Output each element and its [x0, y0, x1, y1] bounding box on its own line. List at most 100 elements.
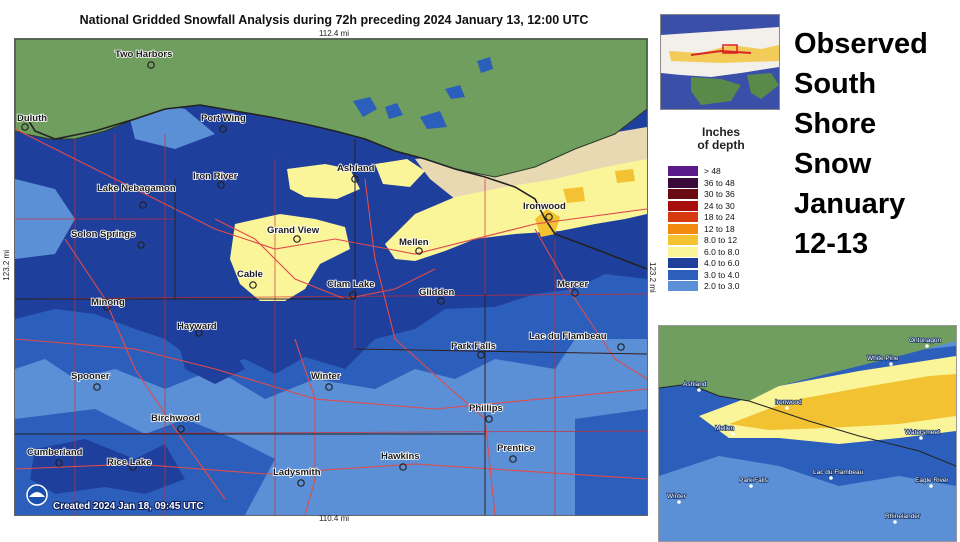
city-marker-icon	[893, 520, 897, 524]
city-label: Spooner	[71, 371, 110, 382]
city-marker-icon	[55, 459, 63, 467]
city-minong: Minong	[90, 296, 126, 311]
city-layer: Two Harbors Duluth Port Wing Iron River Lake…	[16, 48, 625, 487]
legend-swatch	[668, 223, 698, 234]
locator-inset-map	[660, 14, 780, 110]
city-marker-icon	[749, 484, 753, 488]
city-marker-icon	[677, 500, 681, 504]
city-marker-icon	[21, 123, 29, 131]
city-spooner: Spooner	[70, 370, 111, 391]
legend-range: 2.0 to 3.0	[704, 281, 740, 291]
legend-title: Inches of depth	[697, 125, 745, 152]
legend-row: 3.0 to 4.0	[668, 269, 793, 281]
legend-row: 24 to 30	[668, 200, 793, 212]
legend-swatch	[668, 166, 698, 176]
city-marker-icon	[219, 125, 227, 133]
city-label: Iron River	[193, 171, 238, 182]
legend-swatch	[668, 200, 698, 211]
legend-row: > 48	[668, 166, 793, 177]
inset-city-label: Lac du Flambeau	[813, 469, 864, 476]
city-marker-icon	[731, 432, 735, 436]
city-marker-icon	[103, 303, 111, 311]
city-label: Lac du Flambeau	[529, 331, 607, 342]
city-label: Ashland	[337, 163, 375, 174]
inset-city-label: Eagle River	[915, 477, 949, 484]
inset-city-ontonagon: Ontonagon	[908, 336, 942, 348]
city-label: Ladysmith	[273, 467, 321, 478]
city-glidden: Glidden	[418, 286, 455, 305]
legend-range: 6.0 to 8.0	[704, 246, 740, 257]
legend-swatch	[668, 269, 698, 280]
city-clam-lake: Clam Lake	[326, 278, 375, 299]
scale-label-top: 112.4 mi	[318, 29, 350, 38]
city-marker-icon	[509, 455, 517, 463]
city-ironwood: Ironwood	[522, 200, 567, 221]
city-label: Minong	[91, 297, 125, 308]
headline-line: Snow	[794, 148, 872, 180]
inset-city-park-falls: Park Falls	[738, 476, 769, 488]
city-port-wing: Port Wing	[200, 112, 247, 133]
legend-row: 4.0 to 6.0	[668, 258, 793, 269]
city-marker-icon	[485, 415, 493, 423]
legend-swatch	[668, 235, 698, 245]
city-hayward: Hayward	[176, 320, 218, 337]
city-label: Park Falls	[451, 341, 496, 352]
city-label: Mercer	[557, 279, 588, 290]
city-label: Glidden	[419, 287, 455, 298]
inset-city-label: Ashland	[683, 381, 707, 388]
inset-city-label: Ontonagon	[909, 337, 942, 344]
city-marker-icon	[351, 175, 359, 183]
legend-swatch	[668, 258, 698, 268]
inset-city-lac-du-flambeau: Lac du Flambeau	[812, 468, 864, 480]
snow-band-6-8	[385, 159, 647, 261]
observed-snow-inset-map[interactable]: Ontonagon White Pine Ashland Ironwood Mellen…	[658, 325, 957, 542]
inset-city-eagle-river: Eagle River	[914, 476, 950, 488]
city-mellen: Mellen	[398, 236, 430, 255]
city-label: Cumberland	[27, 447, 83, 458]
city-marker-icon	[415, 247, 423, 255]
city-phillips: Phillips	[468, 402, 504, 423]
inset-city-label: Park Falls	[739, 477, 769, 484]
city-duluth: Duluth	[16, 112, 48, 131]
city-label: Phillips	[469, 403, 503, 414]
legend-range: 12 to 18	[704, 223, 735, 234]
city-marker-icon	[929, 484, 933, 488]
city-mercer: Mercer	[556, 278, 589, 297]
legend-row: 2.0 to 3.0	[668, 281, 793, 292]
city-marker-icon	[249, 281, 257, 289]
legend-range: 4.0 to 6.0	[704, 258, 740, 268]
headline-line: South	[794, 68, 877, 100]
city-marker-icon	[829, 476, 833, 480]
legend-swatch	[668, 212, 698, 222]
city-cumberland: Cumberland	[26, 446, 83, 467]
legend-range: > 48	[704, 166, 721, 176]
city-marker-icon	[617, 343, 625, 351]
city-marker-icon	[325, 383, 333, 391]
inset-city-ashland: Ashland	[682, 380, 708, 392]
created-note: Created 2024 Jan 18, 09:45 UTC	[53, 501, 204, 512]
city-ashland: Ashland	[336, 162, 375, 183]
city-lac-du-flambeau: Lac du Flambeau	[528, 330, 625, 351]
city-two-harbors: Two Harbors	[114, 48, 173, 69]
city-marker-icon	[195, 329, 203, 337]
legend-swatch	[668, 177, 698, 188]
city-marker-icon	[293, 235, 301, 243]
city-marker-icon	[477, 351, 485, 359]
city-label: Clam Lake	[327, 279, 375, 290]
legend-row: 6.0 to 8.0	[668, 246, 793, 258]
headline-line: 12-13	[794, 228, 869, 260]
legend-range: 24 to 30	[704, 200, 735, 211]
city-cable: Cable	[236, 268, 264, 289]
legend-swatch	[668, 281, 698, 291]
legend-range: 18 to 24	[704, 212, 735, 222]
city-marker-icon	[93, 383, 101, 391]
legend-range: 36 to 48	[704, 177, 735, 188]
city-lake-nebagamon: Lake Nebagamon	[96, 182, 177, 209]
headline-line: Observed	[794, 28, 928, 60]
scale-label-bottom: 110.4 mi	[318, 514, 350, 523]
city-marker-icon	[697, 388, 701, 392]
city-marker-icon	[139, 201, 147, 209]
snowfall-map[interactable]: Two Harbors Duluth Port Wing Iron River Lake…	[14, 38, 648, 516]
noaa-logo	[26, 484, 48, 506]
city-marker-icon	[349, 291, 357, 299]
